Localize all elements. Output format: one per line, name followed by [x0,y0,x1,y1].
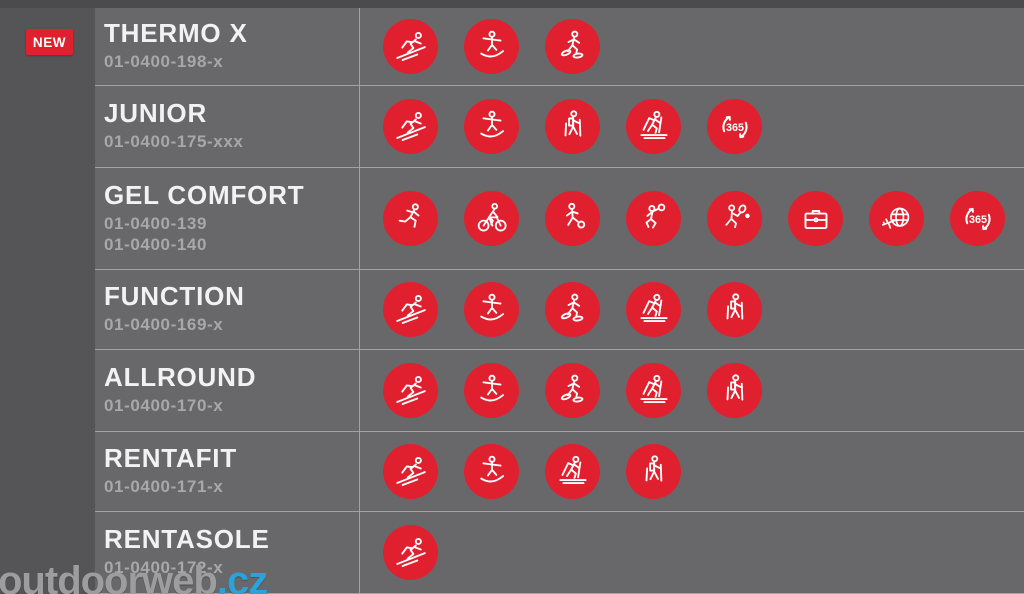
365-icon [707,99,762,154]
row-header: THERMO X 01-0400-198-x [95,8,360,85]
product-name: RENTAFIT [104,442,238,473]
row-header: RENTAFIT 01-0400-171-x [95,432,360,511]
activity-icons [360,432,1024,511]
activity-icons [360,270,1024,349]
row-header: RENTASOLE 01-0400-172-x [95,512,360,593]
hike-icon [707,363,762,418]
xc-ski-icon [545,444,600,499]
xc-ski-icon [626,99,681,154]
watermark-name: outdoorweb [0,559,218,594]
product-code: 01-0400-169-x [104,315,224,335]
product-name: JUNIOR [104,97,208,128]
new-badge: NEW [26,29,73,55]
product-code: 01-0400-175-xxx [104,132,244,152]
snowshoe-icon [545,363,600,418]
table-row: JUNIOR 01-0400-175-xxx [95,86,1024,168]
hike-icon [626,444,681,499]
product-code: 01-0400-171-x [104,477,224,497]
run-icon [383,191,438,246]
row-header: FUNCTION 01-0400-169-x [95,270,360,349]
ski-icon [383,282,438,337]
snowboard-icon [464,19,519,74]
bike-icon [464,191,519,246]
travel-icon [869,191,924,246]
hike-icon [707,282,762,337]
activity-icons [360,168,1024,269]
product-code: 01-0400-139 [104,213,208,233]
product-code: 01-0400-140 [104,234,208,254]
left-margin-strip [0,0,95,594]
xc-ski-icon [626,282,681,337]
table-row: FUNCTION 01-0400-169-x [95,270,1024,350]
activity-icons [360,8,1024,85]
table-row: THERMO X 01-0400-198-x [95,8,1024,86]
row-header: GEL COMFORT 01-0400-139 01-0400-140 [95,168,360,269]
activity-icons [360,350,1024,431]
hike-icon [545,99,600,154]
product-code: 01-0400-170-x [104,396,224,416]
volleyball-icon [626,191,681,246]
snowshoe-icon [545,19,600,74]
ski-icon [383,444,438,499]
tennis-icon [707,191,762,246]
soccer-icon [545,191,600,246]
product-name: GEL COMFORT [104,179,305,210]
work-icon [788,191,843,246]
snowshoe-icon [545,282,600,337]
activity-icons [360,512,1024,593]
product-code: 01-0400-198-x [104,52,224,72]
product-name: RENTASOLE [104,523,270,554]
product-rows: THERMO X 01-0400-198-x JUNIOR 01-0400-175-x… [95,8,1024,594]
row-header: ALLROUND 01-0400-170-x [95,350,360,431]
snowboard-icon [464,444,519,499]
product-name: ALLROUND [104,361,257,392]
table-row: RENTAFIT 01-0400-171-x [95,432,1024,512]
table-row: GEL COMFORT 01-0400-139 01-0400-140 [95,168,1024,270]
watermark: outdoorweb.cz [0,559,268,594]
snowboard-icon [464,363,519,418]
ski-icon [383,99,438,154]
product-code: 01-0400-172-x [104,558,224,578]
snowboard-icon [464,99,519,154]
365-icon [950,191,1005,246]
snowboard-icon [464,282,519,337]
xc-ski-icon [626,363,681,418]
watermark-tld: .cz [216,559,268,594]
table-row: RENTASOLE 01-0400-172-x [95,512,1024,594]
ski-icon [383,363,438,418]
row-header: JUNIOR 01-0400-175-xxx [95,86,360,167]
top-edge-strip [0,0,1024,8]
activity-icons [360,86,1024,167]
table-row: ALLROUND 01-0400-170-x [95,350,1024,432]
ski-icon [383,19,438,74]
ski-icon [383,525,438,580]
product-name: THERMO X [104,17,248,48]
product-name: FUNCTION [104,280,245,311]
